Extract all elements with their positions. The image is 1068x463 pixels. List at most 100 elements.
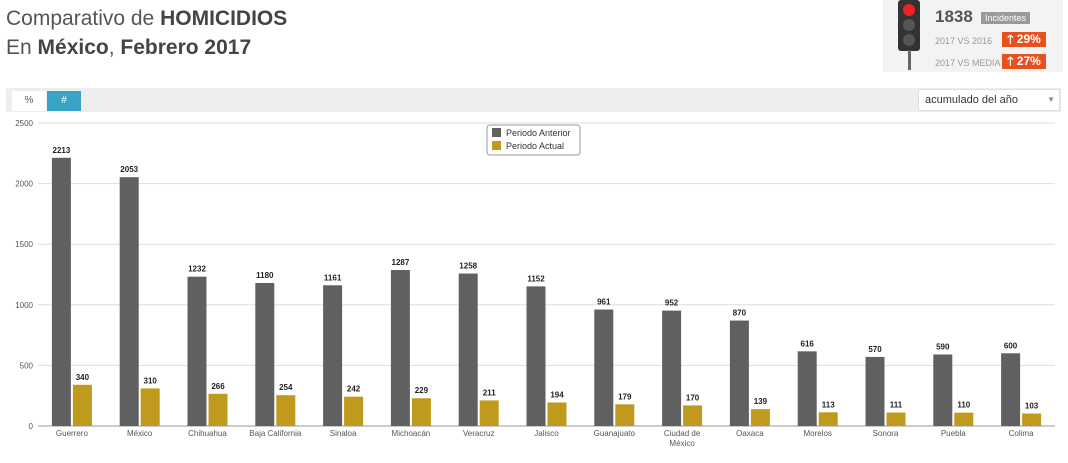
incident-label: Incidentes (981, 12, 1031, 24)
bar-periodo-anterior[interactable] (51, 157, 71, 426)
bar-periodo-actual[interactable] (886, 412, 906, 426)
data-label-anterior: 1287 (392, 258, 410, 267)
data-label-actual: 266 (211, 382, 225, 391)
data-label-anterior: 616 (801, 339, 815, 348)
period-select[interactable]: acumulado del año ▼ (918, 89, 1060, 111)
data-label-anterior: 961 (597, 298, 611, 307)
data-label-anterior: 600 (1004, 341, 1018, 350)
bar-periodo-actual[interactable] (615, 404, 635, 426)
page-title: Comparativo de HOMICIDIOS En México, Feb… (6, 4, 287, 62)
legend-swatch (492, 128, 501, 137)
x-tick-label: Colima (1009, 429, 1034, 438)
data-label-actual: 340 (76, 373, 90, 382)
stat-label-media: 2017 VS MEDIA (935, 58, 1001, 68)
bar-periodo-anterior[interactable] (1001, 353, 1021, 426)
bar-periodo-actual[interactable] (411, 398, 431, 426)
period-select-value: acumulado del año (925, 94, 1018, 106)
title-line-1: Comparativo de HOMICIDIOS (6, 4, 287, 33)
bar-periodo-actual[interactable] (750, 409, 770, 426)
x-tick-label: Chihuahua (188, 429, 227, 438)
legend-label[interactable]: Periodo Actual (506, 141, 564, 151)
x-tick-label: Guanajuato (594, 429, 636, 438)
x-tick-label: México (127, 429, 153, 438)
data-label-actual: 254 (279, 383, 293, 392)
y-tick-label: 2000 (15, 180, 33, 189)
data-label-anterior: 590 (936, 342, 950, 351)
title-region: México (37, 36, 109, 59)
bar-periodo-actual[interactable] (140, 388, 160, 426)
x-tick-label: Puebla (941, 429, 966, 438)
x-tick-label: Ciudad de México (664, 429, 701, 448)
title-crime: HOMICIDIOS (160, 7, 288, 30)
chart-toolbar: % # acumulado del año ▼ (6, 88, 1061, 112)
title-line-2: En México, Febrero 2017 (6, 33, 287, 62)
x-tick-label: Sonora (873, 429, 899, 438)
traffic-light-icon (898, 0, 920, 51)
legend-label[interactable]: Periodo Anterior (506, 128, 571, 138)
bar-periodo-anterior[interactable] (526, 286, 546, 426)
title-prefix: Comparativo de (6, 7, 161, 30)
y-tick-label: 1000 (15, 301, 33, 310)
bar-periodo-anterior[interactable] (458, 273, 478, 426)
y-tick-label: 500 (20, 361, 34, 370)
bar-periodo-actual[interactable] (208, 393, 228, 426)
data-label-anterior: 952 (665, 299, 679, 308)
x-tick-label: Baja California (249, 429, 302, 438)
title-en: En (6, 36, 38, 59)
data-label-actual: 111 (890, 401, 903, 410)
bar-periodo-actual[interactable] (954, 412, 974, 426)
bar-periodo-actual[interactable] (1022, 413, 1042, 426)
number-toggle-button[interactable]: # (47, 91, 81, 111)
title-sep: , (108, 36, 121, 59)
traffic-light-pole (908, 50, 911, 70)
x-tick-label: Guerrero (56, 429, 89, 438)
bar-periodo-anterior[interactable] (323, 285, 343, 426)
data-label-actual: 113 (822, 400, 835, 409)
bar-periodo-anterior[interactable] (797, 351, 817, 426)
bar-periodo-anterior[interactable] (119, 177, 139, 426)
data-label-actual: 110 (957, 401, 970, 410)
data-label-anterior: 2053 (120, 165, 138, 174)
bar-periodo-anterior[interactable] (729, 320, 749, 426)
data-label-actual: 211 (483, 388, 496, 397)
bar-periodo-anterior[interactable] (594, 309, 614, 426)
bar-periodo-actual[interactable] (276, 395, 296, 426)
data-label-anterior: 1180 (256, 271, 274, 280)
stats-card: 1838 Incidentes 2017 VS 2016 🡑 29% 2017 … (883, 0, 1063, 72)
bar-periodo-anterior[interactable] (662, 310, 682, 426)
bar-periodo-actual[interactable] (479, 400, 499, 426)
bar-periodo-actual[interactable] (547, 402, 567, 426)
bar-periodo-actual[interactable] (818, 412, 838, 426)
stat-chip-2016: 🡑 29% (1002, 32, 1046, 47)
bar-periodo-actual[interactable] (72, 384, 92, 426)
data-label-anterior: 1258 (459, 262, 477, 271)
data-label-actual: 170 (686, 393, 700, 402)
stat-chip-media: 🡑 27% (1002, 54, 1046, 69)
data-label-anterior: 1152 (527, 274, 545, 283)
bar-periodo-anterior[interactable] (255, 282, 275, 426)
bar-periodo-actual[interactable] (683, 405, 703, 426)
y-tick-label: 2500 (15, 119, 33, 128)
legend-swatch (492, 141, 501, 150)
x-tick-label: Morelos (803, 429, 831, 438)
x-tick-label: Michoacán (392, 429, 431, 438)
data-label-actual: 229 (415, 386, 429, 395)
stat-label-2016: 2017 VS 2016 (935, 36, 993, 46)
percent-toggle-button[interactable]: % (12, 91, 46, 111)
data-label-anterior: 2213 (53, 146, 71, 155)
bar-periodo-actual[interactable] (344, 396, 364, 426)
bar-periodo-anterior[interactable] (933, 354, 953, 426)
data-label-actual: 179 (618, 392, 632, 401)
arrow-up-icon: 🡑 (1007, 32, 1014, 46)
data-label-actual: 103 (1025, 402, 1039, 411)
data-label-anterior: 1232 (188, 265, 206, 274)
data-label-actual: 194 (550, 390, 564, 399)
data-label-actual: 242 (347, 385, 361, 394)
stat-value-media: 27% (1016, 54, 1041, 68)
x-tick-label: Sinaloa (330, 429, 357, 438)
incident-count: 1838 (935, 7, 973, 26)
bar-periodo-anterior[interactable] (187, 276, 207, 426)
bar-periodo-anterior[interactable] (865, 356, 885, 426)
bar-periodo-anterior[interactable] (390, 270, 410, 426)
chart-legend (486, 124, 581, 156)
